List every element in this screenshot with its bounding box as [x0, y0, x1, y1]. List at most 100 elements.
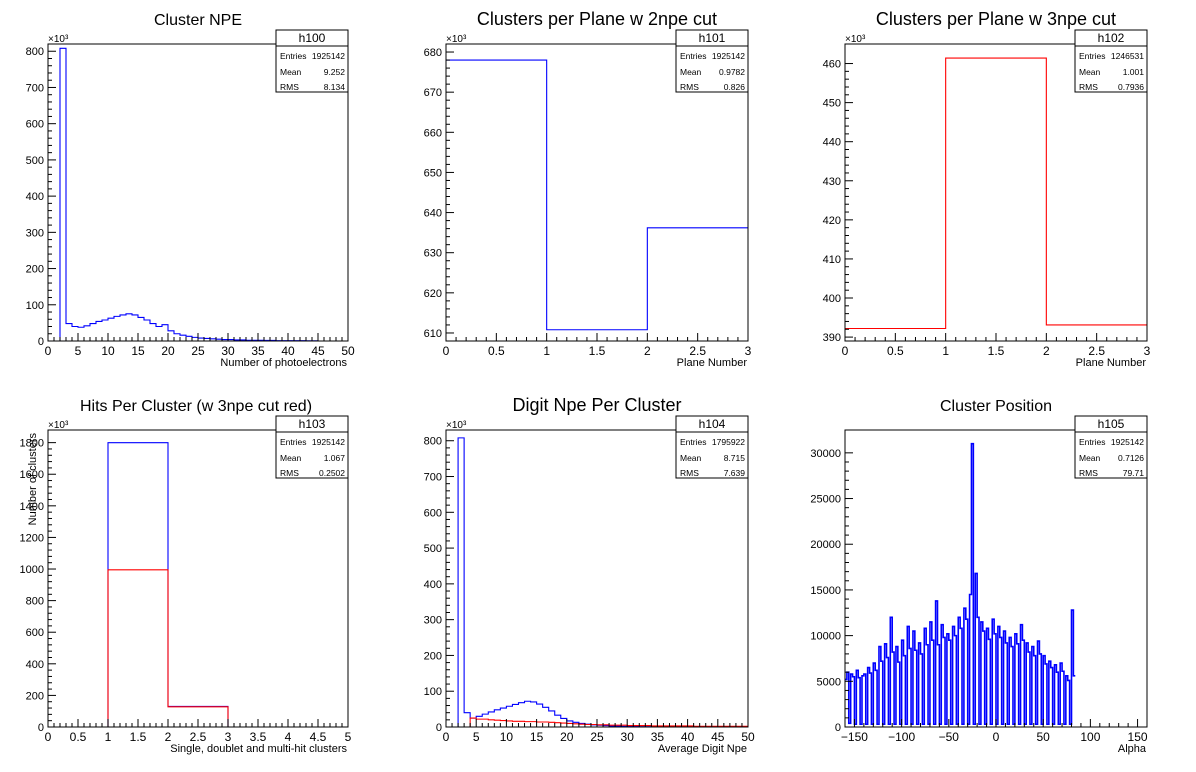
stats-entries-value: 1246531 [1111, 51, 1144, 61]
x-tick-label: 45 [711, 730, 725, 744]
y-tick-label: 600 [26, 119, 44, 131]
stats-entries-label: Entries [1079, 437, 1105, 447]
chart-title: Cluster Position [940, 398, 1052, 415]
stats-box-frame [275, 29, 349, 93]
stats-entries-label: Entries [280, 437, 306, 447]
x-tick-label: 1.5 [988, 344, 1005, 358]
stats-rms-label: RMS [680, 468, 699, 478]
x-tick-label: 30 [621, 730, 635, 744]
stats-mean-value: 1.067 [324, 453, 346, 463]
y-tick-label: 200 [26, 264, 44, 276]
y-tick-label: 1200 [20, 532, 44, 544]
y-tick-label: 660 [424, 127, 442, 139]
stats-entries-value: 1795922 [712, 437, 745, 447]
y-tick-label: 400 [26, 191, 44, 203]
stats-box-frame [675, 415, 749, 479]
x-tick-label: 25 [191, 344, 205, 358]
x-tick-label: 3 [745, 344, 752, 358]
stats-rms-value: 0.2502 [319, 468, 345, 478]
y-tick-label: 1800 [20, 438, 44, 450]
stats-rms-value: 0.826 [724, 82, 746, 92]
stats-rms-label: RMS [1079, 82, 1098, 92]
x-tick-label: 3.5 [250, 730, 267, 744]
stats-histogram-name: h101 [699, 31, 726, 45]
stats-box: h102 Entries 1246531 Mean 1.001 RMS 0.7936 [1074, 29, 1148, 93]
y-tick-label: 200 [424, 650, 442, 662]
stats-mean-value: 8.715 [724, 453, 746, 463]
stats-entries-value: 1925142 [312, 51, 345, 61]
x-tick-label: 2 [165, 730, 172, 744]
y-tick-label: 800 [424, 436, 442, 448]
stats-mean-value: 1.001 [1123, 67, 1145, 77]
stats-box: h103 Entries 1925142 Mean 1.067 RMS 0.2502 [275, 415, 349, 479]
stats-box-frame [275, 415, 349, 479]
stats-mean-label: Mean [1079, 67, 1101, 77]
x-tick-label: −150 [841, 730, 868, 744]
x-tick-label: 50 [741, 730, 755, 744]
y-tick-label: 20000 [810, 539, 841, 551]
y-tick-label: 1600 [20, 469, 44, 481]
x-tick-label: 2.5 [1088, 344, 1105, 358]
series-line-1 [845, 57, 1147, 330]
y-tick-label: 10000 [810, 631, 841, 643]
x-tick-label: 35 [251, 344, 265, 358]
chart-title: Hits Per Cluster (w 3npe cut red) [80, 398, 312, 415]
stats-histogram-name: h103 [299, 417, 326, 431]
x-tick-label: 0.5 [887, 344, 904, 358]
x-tick-label: −100 [888, 730, 915, 744]
x-tick-label: 15 [131, 344, 145, 358]
y-axis-title: Number of clusters [27, 433, 39, 526]
x-tick-label: 0.5 [70, 730, 87, 744]
y-tick-label: 400 [424, 579, 442, 591]
x-tick-label: 10 [500, 730, 514, 744]
y-tick-label: 430 [823, 176, 841, 188]
y-tick-label: 300 [26, 227, 44, 239]
y-tick-label: 5000 [817, 676, 841, 688]
series-line-1 [845, 442, 1076, 726]
stats-mean-label: Mean [1079, 453, 1101, 463]
y-tick-label: 800 [26, 596, 44, 608]
stats-entries-label: Entries [680, 51, 706, 61]
x-tick-label: 50 [341, 344, 355, 358]
y-tick-label: 600 [26, 627, 44, 639]
y-exponent-label: ×10³ [446, 420, 467, 431]
x-axis-title: Alpha [1118, 743, 1147, 755]
stats-mean-value: 9.252 [324, 67, 346, 77]
chart-panel-h105: Cluster Position −150 −100 −50 0 50 100 150 0 500… [810, 398, 1147, 755]
x-tick-label: 40 [281, 344, 295, 358]
x-tick-label: 0.5 [488, 344, 505, 358]
chart-panel-h104: Digit Npe Per Cluster 0 5 10 15 20 25 30 35 40 45 5… [424, 395, 755, 755]
x-tick-label: 2.5 [689, 344, 706, 358]
x-tick-label: 15 [530, 730, 544, 744]
x-tick-label: 1 [543, 344, 550, 358]
stats-box: h100 Entries 1925142 Mean 9.252 RMS 8.134 [275, 29, 349, 93]
chart-title: Clusters per Plane w 3npe cut [876, 9, 1116, 29]
x-tick-label: 1 [105, 730, 112, 744]
stats-entries-value: 1925142 [1111, 437, 1144, 447]
stats-rms-value: 79.71 [1123, 468, 1145, 478]
stats-mean-label: Mean [680, 67, 702, 77]
stats-entries-label: Entries [280, 51, 306, 61]
x-axis-title: Number of photoelectrons [220, 357, 347, 369]
x-tick-label: 2 [644, 344, 651, 358]
stats-rms-label: RMS [1079, 468, 1098, 478]
y-tick-label: 1000 [20, 564, 44, 576]
x-axis-title: Average Digit Npe [658, 743, 747, 755]
stats-box-frame [1074, 29, 1148, 93]
stats-box: h104 Entries 1795922 Mean 8.715 RMS 7.639 [675, 415, 749, 479]
series-line-2 [446, 717, 748, 728]
y-tick-label: 680 [424, 47, 442, 59]
y-tick-label: 1400 [20, 501, 44, 513]
x-tick-label: 2.5 [190, 730, 207, 744]
x-tick-label: 10 [101, 344, 115, 358]
stats-rms-value: 7.639 [724, 468, 746, 478]
x-tick-label: 30 [221, 344, 235, 358]
chart-title: Clusters per Plane w 2npe cut [477, 9, 717, 29]
chart-title: Digit Npe Per Cluster [512, 395, 681, 415]
x-tick-label: 1.5 [589, 344, 606, 358]
y-tick-label: 620 [424, 288, 442, 300]
chart-title: Cluster NPE [154, 12, 242, 29]
stats-rms-label: RMS [280, 82, 299, 92]
